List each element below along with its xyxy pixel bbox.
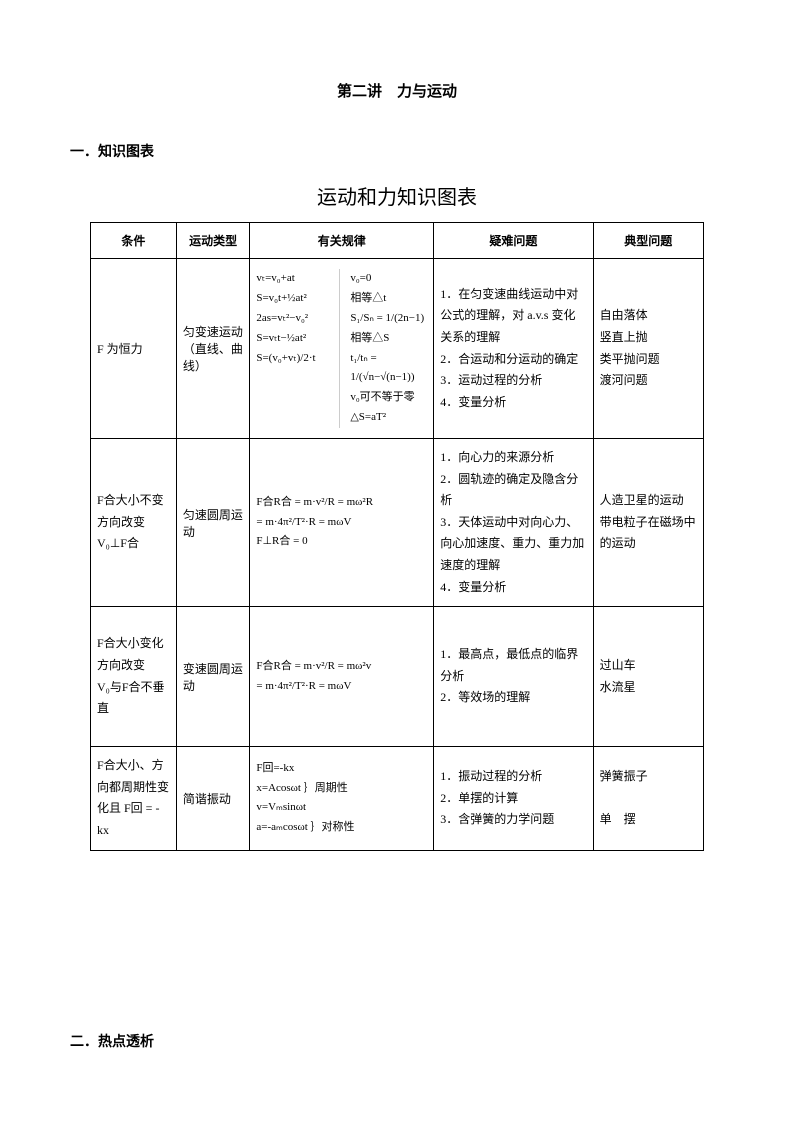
cell-typical: 自由落体竖直上抛类平抛问题渡河问题 (593, 259, 703, 439)
cell-typical: 过山车水流星 (593, 607, 703, 747)
cell-type: 简谐振动 (176, 747, 250, 850)
cell-rules: vₜ=v₀+atS=v₀t+½at²2as=vₜ²−v₀²S=vₜt−½at²S… (250, 259, 434, 439)
header-rules: 有关规律 (250, 223, 434, 259)
rules-right: v₀=0相等△tS₁/Sₙ = 1/(2n−1)相等△St₁/tₙ = 1/(√… (350, 269, 427, 427)
cell-typical: 弹簧振子单 摆 (593, 747, 703, 850)
cell-typical: 人造卫星的运动带电粒子在磁场中的运动 (593, 439, 703, 607)
table-row: F合大小变化方向改变V₀与F合不垂直 变速圆周运动 F合R合 = m·v²/R … (91, 607, 704, 747)
header-difficulties: 疑难问题 (434, 223, 593, 259)
header-type: 运动类型 (176, 223, 250, 259)
section-2-heading: 二．热点透析 (70, 1031, 724, 1051)
cell-difficulties: 1．最高点，最低点的临界分析2．等效场的理解 (434, 607, 593, 747)
section-1-heading: 一．知识图表 (70, 141, 724, 161)
knowledge-table-wrapper: 条件 运动类型 有关规律 疑难问题 典型问题 F 为恒力 匀变速运动（直线、曲线… (90, 222, 704, 851)
table-row: F合大小、方向都周期性变化且 F回 = -kx 简谐振动 F回=-kxx=Aco… (91, 747, 704, 850)
table-row: F合大小不变方向改变V₀⊥F合 匀速圆周运动 F合R合 = m·v²/R = m… (91, 439, 704, 607)
header-condition: 条件 (91, 223, 177, 259)
cell-rules: F合R合 = m·v²/R = mω²R= m·4π²/T²·R = mωVF⊥… (250, 439, 434, 607)
table-row: F 为恒力 匀变速运动（直线、曲线） vₜ=v₀+atS=v₀t+½at²2as… (91, 259, 704, 439)
cell-rules: F回=-kxx=Acosωt ｝周期性v=Vₘsinωta=-aₘcosωt ｝… (250, 747, 434, 850)
page-title: 第二讲 力与运动 (70, 80, 724, 101)
cell-rules: F合R合 = m·v²/R = mω²v= m·4π²/T²·R = mωV (250, 607, 434, 747)
cell-condition: F合大小不变方向改变V₀⊥F合 (91, 439, 177, 607)
table-header-row: 条件 运动类型 有关规律 疑难问题 典型问题 (91, 223, 704, 259)
cell-difficulties: 1．向心力的来源分析2．圆轨迹的确定及隐含分析3．天体运动中对向心力、向心加速度… (434, 439, 593, 607)
cell-type: 匀速圆周运动 (176, 439, 250, 607)
cell-condition: F合大小、方向都周期性变化且 F回 = -kx (91, 747, 177, 850)
cell-type: 匀变速运动（直线、曲线） (176, 259, 250, 439)
cell-condition: F 为恒力 (91, 259, 177, 439)
cell-condition: F合大小变化方向改变V₀与F合不垂直 (91, 607, 177, 747)
cell-difficulties: 1．在匀变速曲线运动中对公式的理解，对 a.v.s 变化关系的理解2．合运动和分… (434, 259, 593, 439)
rules-left: vₜ=v₀+atS=v₀t+½at²2as=vₜ²−v₀²S=vₜt−½at²S… (256, 269, 340, 427)
header-typical: 典型问题 (593, 223, 703, 259)
cell-difficulties: 1．振动过程的分析2．单摆的计算3．含弹簧的力学问题 (434, 747, 593, 850)
cell-type: 变速圆周运动 (176, 607, 250, 747)
table-title: 运动和力知识图表 (70, 181, 724, 210)
knowledge-table: 条件 运动类型 有关规律 疑难问题 典型问题 F 为恒力 匀变速运动（直线、曲线… (90, 222, 704, 851)
